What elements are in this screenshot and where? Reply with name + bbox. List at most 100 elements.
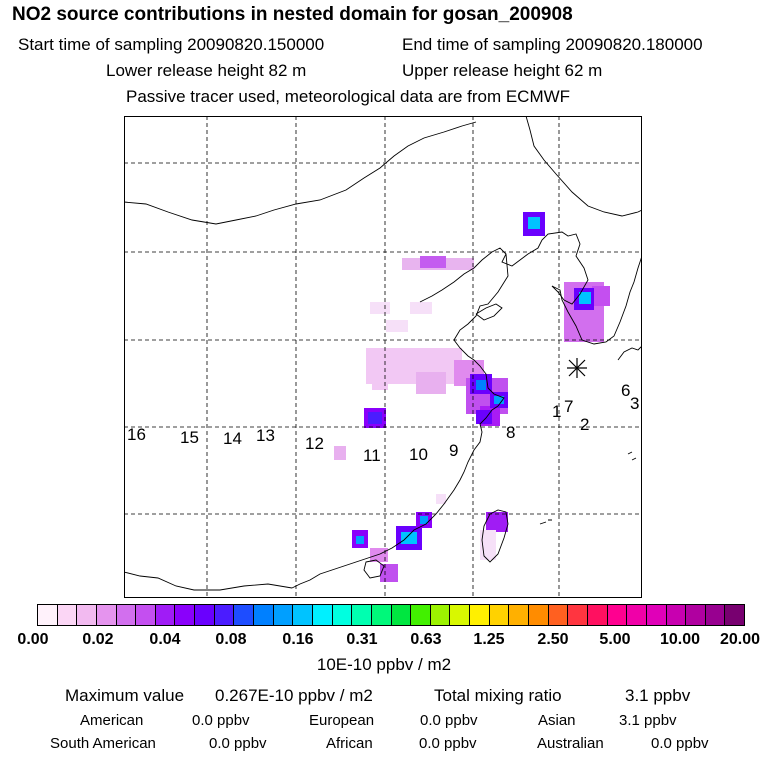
- region-european-value: 0.0 ppbv: [420, 712, 478, 729]
- colorbar-cell: [136, 605, 156, 625]
- map-border: [124, 116, 642, 598]
- receptor-label-9: 9: [449, 441, 458, 460]
- colorbar-cell: [57, 605, 78, 625]
- colorbar-tick: 1.25: [473, 631, 505, 648]
- start-time-text: Start time of sampling 20090820.150000: [18, 35, 325, 54]
- coastline-mainland: [291, 231, 589, 589]
- colorbar-cell: [529, 605, 549, 625]
- colorbar-cell: [273, 605, 294, 625]
- receptor-label-15: 15: [180, 428, 199, 447]
- colorbar-tick: 0.00: [17, 631, 49, 648]
- region-south-american-label: South American: [50, 735, 156, 752]
- colorbar-tick: 5.00: [599, 631, 631, 648]
- colorbar-cell: [450, 605, 471, 625]
- plume-korea: [564, 282, 610, 342]
- coastline-bohai: [475, 303, 503, 321]
- map-panel: 1 2 3 6 7 8 9 10 11 12 13 14 15 16: [124, 116, 642, 598]
- receptor-label-14: 14: [223, 429, 242, 448]
- receptor-label-7: 7: [564, 397, 573, 416]
- colorbar-cell: [686, 605, 706, 625]
- total-mixing-ratio-value: 3.1 ppbv: [625, 686, 691, 705]
- colorbar-tick: 2.50: [537, 631, 569, 648]
- plume-south-china: [352, 494, 446, 582]
- colorbar-cell: [627, 605, 647, 625]
- receptor-label-2: 2: [580, 415, 589, 434]
- colorbar-tick: 0.02: [82, 631, 114, 648]
- region-australian-label: Australian: [537, 735, 604, 752]
- maximum-value-label: Maximum value: [65, 686, 185, 705]
- colorbar-cell: [38, 605, 58, 625]
- concentration-field: [334, 212, 610, 582]
- receptor-label-8: 8: [506, 423, 515, 442]
- coastline-korea: [551, 255, 642, 345]
- lower-release-height-text: Lower release height 82 m: [106, 61, 307, 80]
- colorbar-tick: 10.00: [659, 631, 701, 648]
- region-american-value: 0.0 ppbv: [192, 712, 250, 729]
- coastlines: [124, 116, 642, 591]
- colorbar-tick: 0.63: [410, 631, 442, 648]
- colorbar-cell: [254, 605, 274, 625]
- colorbar-cell: [214, 605, 235, 625]
- colorbar-cell: [548, 605, 569, 625]
- colorbar-cell: [116, 605, 137, 625]
- plume-north-china: [402, 256, 474, 270]
- colorbar-cell: [430, 605, 451, 625]
- tracer-note-text: Passive tracer used, meteorological data…: [126, 87, 571, 106]
- receptor-labels: 1 2 3 6 7 8 9 10 11 12 13 14 15 16: [127, 381, 639, 465]
- colorbar-cell: [293, 605, 313, 625]
- upper-release-height-text: Upper release height 62 m: [402, 61, 603, 80]
- colorbar-cell: [470, 605, 490, 625]
- plot-title: NO2 source contributions in nested domai…: [12, 4, 573, 25]
- colorbar-cell: [646, 605, 667, 625]
- region-asian-value: 3.1 ppbv: [619, 712, 677, 729]
- region-asian-label: Asian: [538, 712, 576, 729]
- colorbar-cell: [77, 605, 97, 625]
- receptor-label-6: 6: [621, 381, 630, 400]
- colorbar-tick: 0.16: [282, 631, 314, 648]
- region-american-label: American: [80, 712, 144, 729]
- receptor-label-16: 16: [127, 425, 146, 444]
- colorbar-cell: [371, 605, 392, 625]
- colorbar-tick: 0.08: [215, 631, 247, 648]
- colorbar-cell: [312, 605, 333, 625]
- colorbar-cell: [96, 605, 117, 625]
- coastline-japan: [617, 345, 642, 361]
- receptor-label-1: 1: [552, 402, 561, 421]
- total-mixing-ratio-label: Total mixing ratio: [434, 686, 562, 705]
- colorbar-cell: [587, 605, 608, 625]
- region-european-label: European: [309, 712, 375, 729]
- colorbar: [37, 604, 745, 626]
- colorbar-cell: [666, 605, 687, 625]
- colorbar-cell: [234, 605, 255, 625]
- receptor-label-11: 11: [363, 446, 381, 465]
- colorbar-cell: [391, 605, 412, 625]
- colorbar-cell: [175, 605, 196, 625]
- region-african-value: 0.0 ppbv: [419, 735, 477, 752]
- colorbar-units: 10E-10 ppbv / m2: [316, 655, 452, 674]
- boundary-vietnam: [124, 571, 293, 591]
- islands-east: [539, 451, 637, 525]
- colorbar-cell: [352, 605, 372, 625]
- colorbar-tick: 0.31: [346, 631, 378, 648]
- colorbar-cell: [607, 605, 628, 625]
- colorbar-cell: [411, 605, 431, 625]
- plume-central: [334, 408, 386, 460]
- receptor-label-12: 12: [305, 434, 324, 453]
- coastline-hainan: [363, 559, 385, 579]
- grid-lines: [124, 116, 642, 598]
- colorbar-tick: 0.04: [149, 631, 181, 648]
- colorbar-cell: [195, 605, 215, 625]
- map-canvas: 1 2 3 6 7 8 9 10 11 12 13 14 15 16: [124, 116, 642, 598]
- plume-shandong: [370, 302, 432, 332]
- coastline-taiwan: [481, 509, 509, 563]
- colorbar-cell: [489, 605, 510, 625]
- receptor-label-10: 10: [409, 445, 428, 464]
- region-south-american-value: 0.0 ppbv: [209, 735, 267, 752]
- receptor-label-13: 13: [256, 426, 275, 445]
- colorbar-cell: [509, 605, 530, 625]
- region-australian-value: 0.0 ppbv: [651, 735, 709, 752]
- boundary-mongolia: [124, 121, 477, 225]
- end-time-text: End time of sampling 20090820.180000: [402, 35, 703, 54]
- colorbar-cell: [332, 605, 353, 625]
- colorbar-cell: [568, 605, 588, 625]
